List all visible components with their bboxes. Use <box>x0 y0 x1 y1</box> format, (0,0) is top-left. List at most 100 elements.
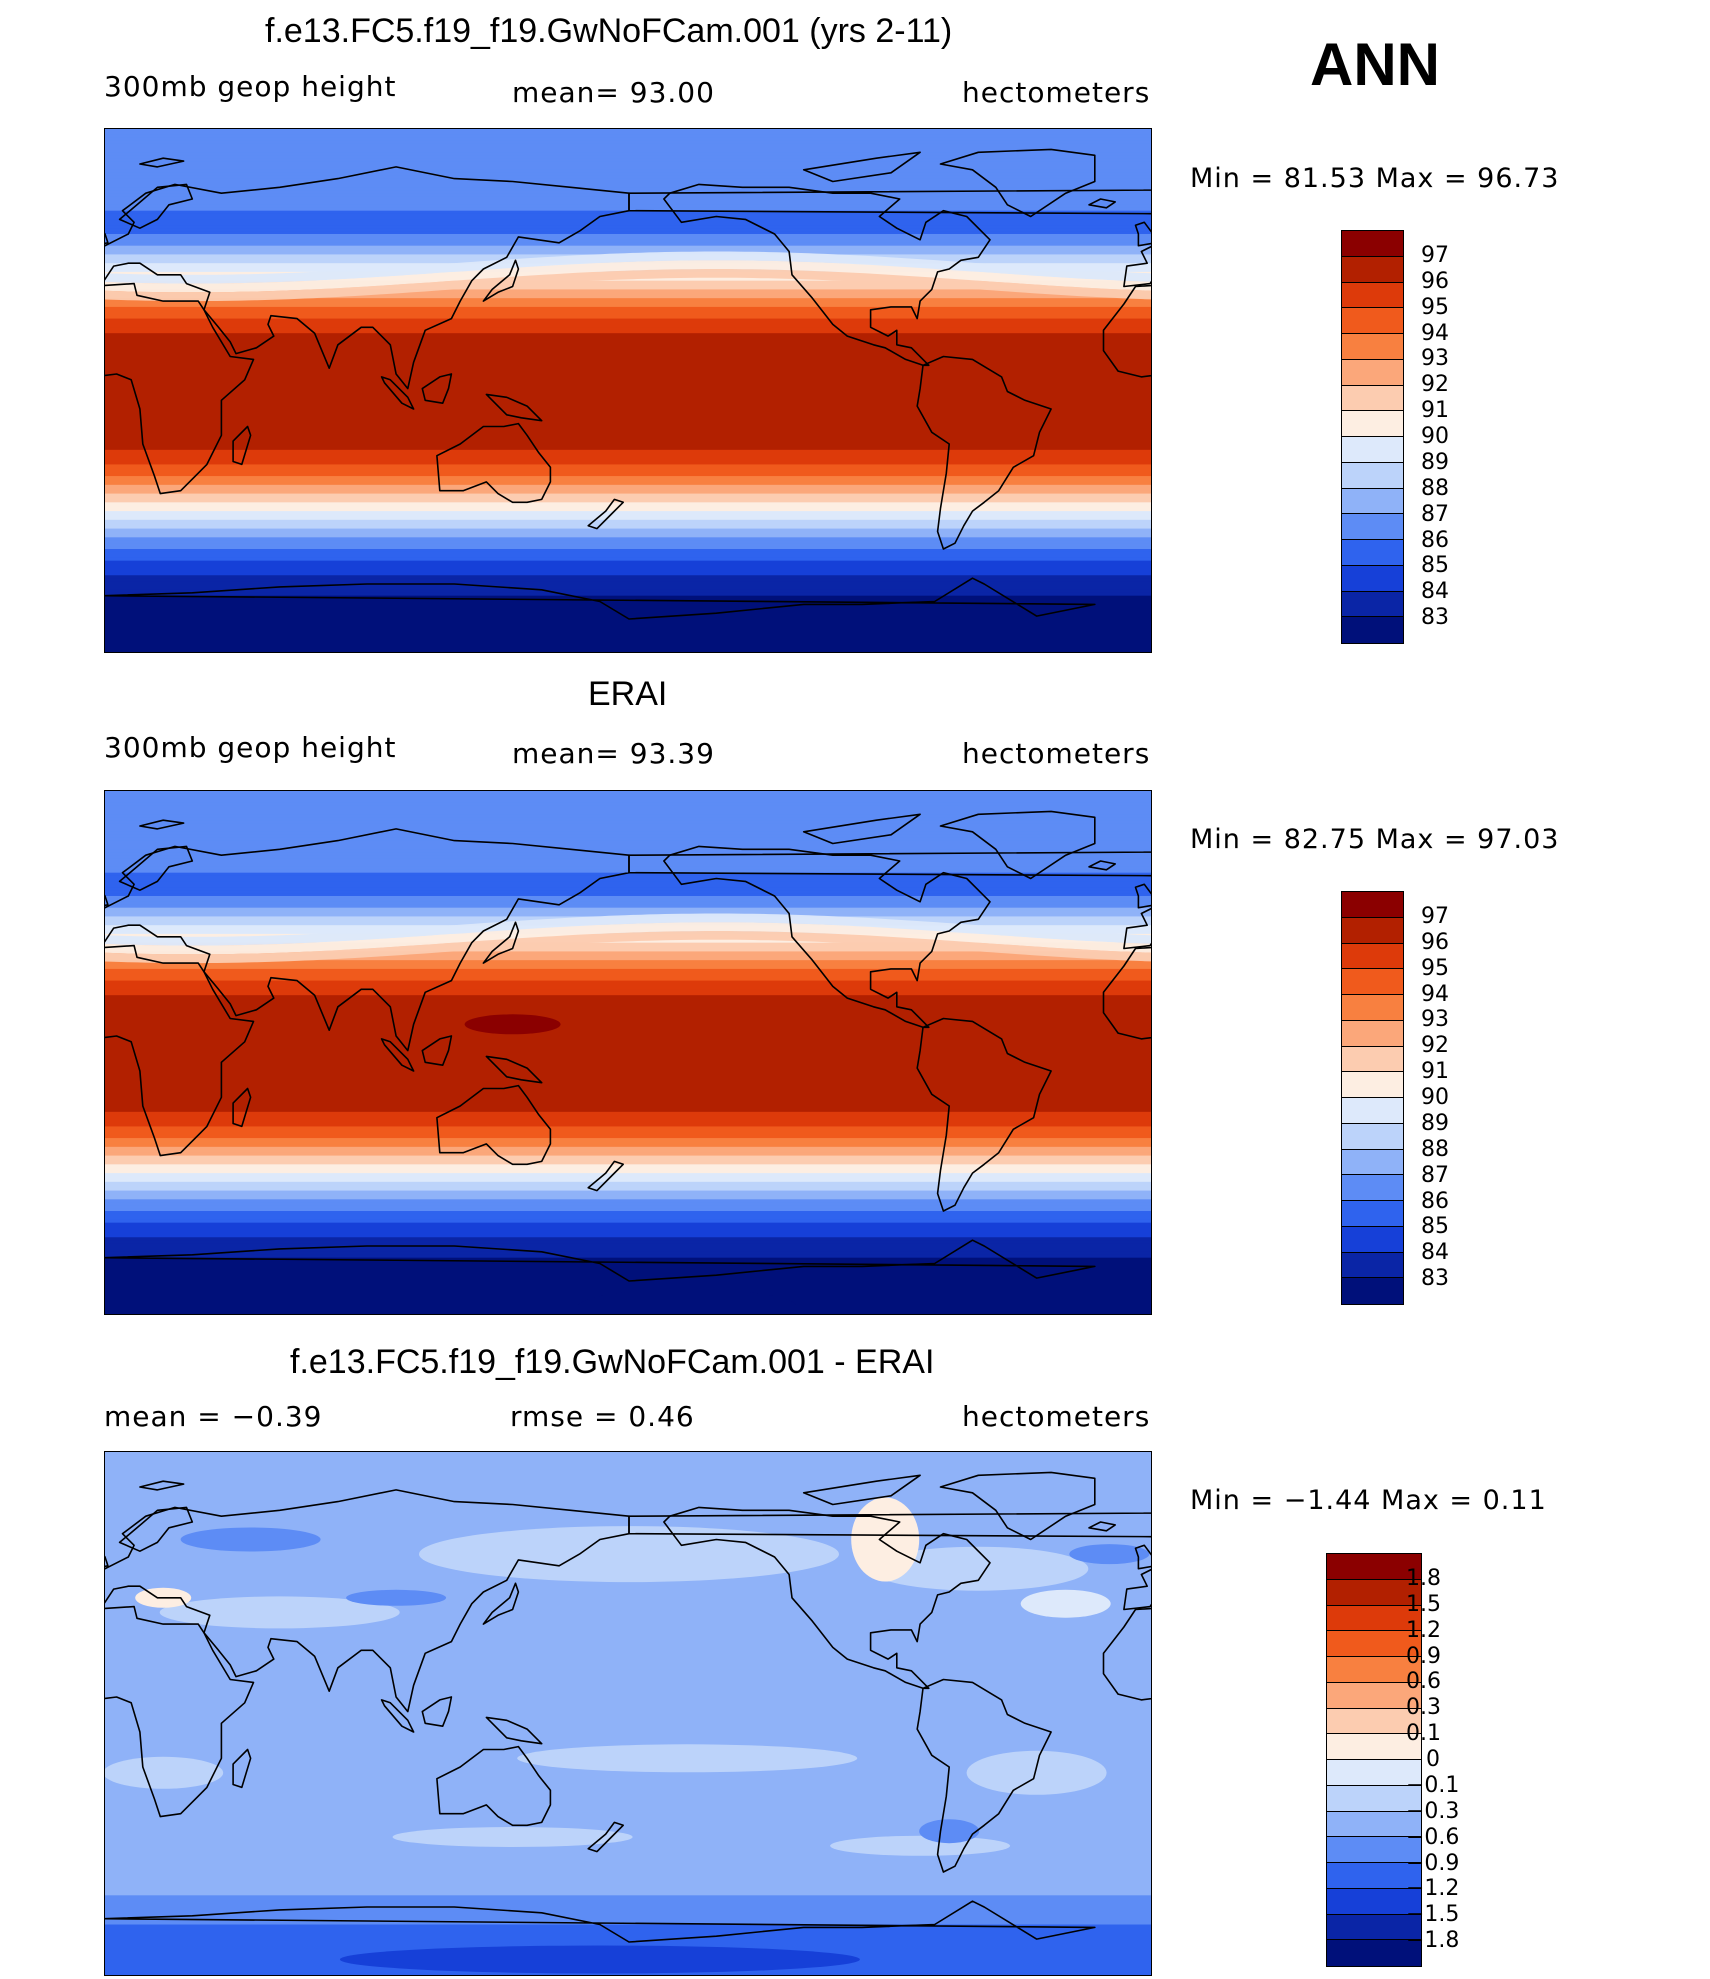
contour-band <box>105 248 1151 253</box>
contour-band <box>105 155 1151 159</box>
contour-band <box>105 1202 1151 1206</box>
contour-band <box>105 549 1151 553</box>
panel3-title: f.e13.FC5.f19_f19.GwNoFCam.001 - ERAI <box>290 1343 935 1381</box>
coastline-japan <box>482 259 520 302</box>
contour-band <box>105 1240 1151 1244</box>
colorbar-tick-label: 91 <box>1421 398 1449 424</box>
coastline-madagascar <box>232 1748 252 1789</box>
panel1-mean: mean= 93.00 <box>512 76 715 109</box>
contour-band <box>105 589 1151 594</box>
contour-band <box>105 1263 1151 1268</box>
contour-band <box>105 435 1151 439</box>
colorbar-swatch <box>1327 1811 1421 1838</box>
colorbar-swatch <box>1342 591 1403 618</box>
contour-band <box>105 954 1151 958</box>
contour-band <box>105 432 1151 436</box>
contour-band <box>105 344 1151 349</box>
contour-band <box>105 283 1151 288</box>
contour-band <box>105 1036 1151 1040</box>
contour-band <box>105 980 1151 985</box>
colorbar-tick-label: 83 <box>1421 605 1449 631</box>
contour-band <box>105 134 1151 139</box>
contour-band <box>105 627 1151 632</box>
contour-band <box>105 1132 1151 1136</box>
coastline-samerica <box>916 1678 1052 1873</box>
contour-band <box>105 1173 1151 1177</box>
contour-band <box>105 204 1151 209</box>
panel2-units: hectometers <box>962 737 1151 770</box>
coastline-nz <box>587 1821 624 1853</box>
contour-band <box>105 575 1151 579</box>
contour-band <box>105 834 1151 839</box>
contour-band <box>105 904 1151 909</box>
contour-band <box>105 849 1151 853</box>
coastline-australia <box>436 1084 552 1166</box>
contour-band <box>105 977 1151 982</box>
colorbar-tick-label: 1.8 <box>1406 1565 1441 1591</box>
contour-band <box>105 516 1151 521</box>
contour-band <box>105 1106 1151 1110</box>
contour-band <box>105 499 1151 503</box>
panel3-units: hectometers <box>962 1400 1151 1433</box>
coastline-uk <box>1134 221 1151 247</box>
contour-band <box>105 1176 1151 1180</box>
contour-band <box>105 333 1151 337</box>
contour-band <box>105 1266 1151 1270</box>
contour-band <box>105 861 1151 865</box>
colorbar-tick-label: −0.3 <box>1406 1798 1460 1824</box>
panel3-minmax: Min = −1.44 Max = 0.11 <box>1190 1485 1547 1516</box>
contour-band <box>105 175 1151 180</box>
colorbar-tick-label: 94 <box>1421 320 1449 346</box>
contour-band <box>105 791 1151 795</box>
contour-band <box>105 820 1151 824</box>
colorbar-swatch <box>1327 1554 1421 1580</box>
coastline-scand <box>118 183 194 229</box>
contour-band <box>105 169 1151 174</box>
contour-wave <box>105 269 1151 302</box>
contour-band <box>105 805 1151 810</box>
contour-band <box>105 1126 1151 1130</box>
colorbar-swatch <box>1342 1072 1403 1098</box>
coastline-greenland <box>939 810 1096 880</box>
contour-band <box>105 586 1151 591</box>
contour-band <box>105 1246 1151 1250</box>
max-contour <box>464 1014 561 1035</box>
contour-band <box>105 887 1151 891</box>
contour-band <box>105 131 1151 136</box>
panel1-minmax: Min = 81.53 Max = 96.73 <box>1190 163 1560 194</box>
colorbar-swatch <box>1342 1098 1403 1124</box>
contour-band <box>105 403 1151 407</box>
contour-band <box>105 1076 1151 1081</box>
coastline-svalbard <box>139 1480 185 1491</box>
contour-band <box>105 1257 1151 1262</box>
colorbar-tick-label: −1.2 <box>1406 1876 1460 1902</box>
colorbar-swatch <box>1342 540 1403 566</box>
contour-band <box>105 196 1151 200</box>
contour-band <box>105 554 1151 559</box>
contour-band <box>105 356 1151 361</box>
coastline-africa <box>105 944 255 1157</box>
contour-band <box>105 1234 1151 1238</box>
colorbar-swatch <box>1342 1123 1403 1150</box>
coastline-eurasia <box>105 828 630 1052</box>
contour-band <box>105 837 1151 842</box>
contour-band <box>105 330 1151 334</box>
colorbar-swatch <box>1342 1020 1403 1047</box>
contour-band <box>105 452 1151 457</box>
colorbar-swatch <box>1342 917 1403 944</box>
contour-band <box>105 505 1151 509</box>
contour-band <box>105 907 1151 912</box>
panel3-colorbar <box>1326 1553 1422 1967</box>
contour-band <box>105 1111 1151 1116</box>
contour-patch <box>830 1835 1011 1856</box>
colorbar-tick-label: 87 <box>1421 501 1449 527</box>
contour-band <box>105 1158 1151 1163</box>
contour-band <box>105 1251 1151 1256</box>
panel1-colorbar <box>1341 230 1404 644</box>
contour-band <box>105 951 1151 955</box>
coastline-japan <box>482 921 520 964</box>
colorbar-tick-label: 89 <box>1421 1110 1449 1136</box>
contour-band <box>105 802 1151 807</box>
contour-negative <box>919 1819 980 1844</box>
contour-patch <box>868 1546 1089 1591</box>
